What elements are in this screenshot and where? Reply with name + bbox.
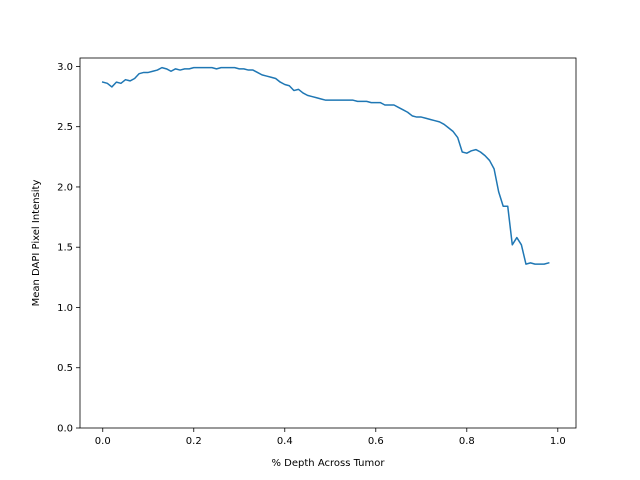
y-tick-label: 1.5 [57,243,73,254]
series-layer [101,66,550,265]
series-line-0 [101,66,550,265]
x-tick-label: 0.2 [186,436,202,447]
x-tick-label: 1.0 [550,436,566,447]
x-tick-label: 0.6 [368,436,384,447]
x-tick-label: 0.0 [95,436,111,447]
y-tick-label: 3.0 [57,62,73,73]
y-tick-label: 2.0 [57,182,73,193]
plot-background [80,58,576,428]
y-tick-label: 0.0 [57,424,73,435]
x-tick-label: 0.4 [277,436,293,447]
y-axis-label: Mean DAPI Pixel Intensity [31,180,42,307]
x-tick-label: 0.8 [459,436,475,447]
x-axis-ticks: 0.0 0.2 0.4 0.6 0.8 1.0 [95,428,566,447]
y-tick-label: 2.5 [57,122,73,133]
y-tick-label: 0.5 [57,363,73,374]
y-tick-label: 1.0 [57,303,73,314]
y-axis-ticks: 0.0 0.5 1.0 1.5 2.0 2.5 3.0 [57,62,80,435]
plot-frame [79,57,577,429]
x-axis-label: % Depth Across Tumor [272,458,386,469]
